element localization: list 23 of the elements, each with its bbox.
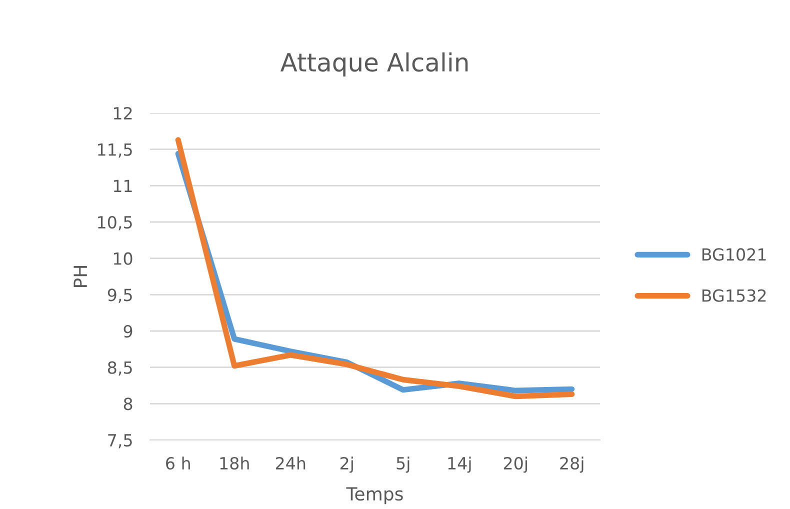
x-tick-label: 24h <box>276 456 306 470</box>
y-tick-label: 10 <box>114 252 132 265</box>
y-axis-title: PH <box>74 266 87 287</box>
chart-title: Attaque Alcalin <box>280 52 468 77</box>
x-tick-label: 6 h <box>166 456 190 470</box>
x-tick-label: 20j <box>504 456 527 473</box>
x-tick-label: 18h <box>220 456 249 470</box>
y-tick-label: 11,5 <box>98 144 132 158</box>
x-tick-label: 14j <box>448 456 471 473</box>
y-tick-label: 12 <box>114 106 132 120</box>
y-tick-label: 9 <box>124 324 132 338</box>
x-tick-label: 28j <box>560 456 584 473</box>
x-tick-label: 5j <box>396 456 410 473</box>
y-tick-label: 9,5 <box>108 288 132 303</box>
y-tick-label: 7,5 <box>108 434 132 448</box>
x-axis-title: Temps <box>346 487 403 504</box>
y-tick-label: 10,5 <box>98 216 132 230</box>
y-tick-label: 11 <box>114 180 132 192</box>
legend-label: BG1532 <box>702 289 766 302</box>
legend-label: BG1021 <box>702 248 766 261</box>
y-tick-label: 8 <box>124 398 132 410</box>
y-tick-label: 8,5 <box>108 361 132 376</box>
x-tick-label: 2j <box>340 456 353 473</box>
